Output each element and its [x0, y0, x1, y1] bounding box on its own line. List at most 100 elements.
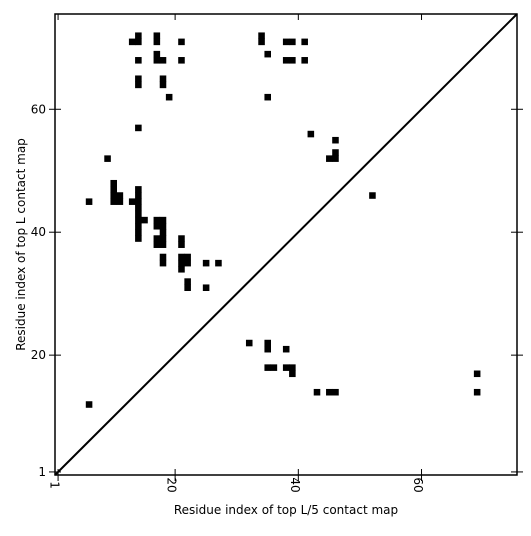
contact-cell	[332, 149, 339, 156]
contact-cell	[135, 192, 142, 199]
contact-cell	[159, 229, 167, 236]
contact-cell	[135, 81, 142, 89]
contact-cell	[165, 93, 173, 101]
contact-cell	[110, 179, 117, 187]
contact-cell	[135, 38, 142, 46]
contact-cell	[135, 186, 142, 193]
contact-cell	[326, 388, 333, 396]
diagonal-line	[54, 13, 518, 476]
contact-cell	[258, 32, 265, 39]
contact-cell	[110, 186, 117, 193]
contact-cell	[332, 388, 339, 396]
y-tick-label: 60	[31, 102, 46, 116]
x-tick-label: 20	[165, 477, 179, 492]
contact-cell	[178, 38, 185, 46]
contact-cell	[289, 57, 296, 64]
contact-cell	[473, 370, 481, 378]
contact-cell	[313, 388, 321, 396]
contact-cell	[178, 241, 185, 248]
contact-cell	[135, 124, 142, 132]
contact-cell	[178, 253, 185, 261]
contact-cell	[178, 57, 185, 64]
contact-cell	[178, 266, 185, 273]
contact-cell	[104, 155, 111, 162]
contact-cell	[128, 198, 136, 205]
contact-cell	[85, 198, 93, 205]
contact-cell	[307, 130, 315, 138]
contact-cell	[184, 278, 191, 285]
contact-cell	[215, 259, 222, 267]
contact-cell	[282, 57, 290, 64]
contact-cells	[85, 32, 481, 408]
x-axis-label: Residue index of top L/5 contact map	[174, 503, 398, 517]
x-tick-label: 40	[288, 477, 302, 492]
contact-cell	[159, 57, 167, 64]
contact-cell	[159, 241, 167, 248]
contact-cell	[159, 235, 167, 242]
contact-cell	[178, 235, 185, 242]
y-tick-label: 40	[31, 225, 46, 239]
contact-cell	[184, 259, 191, 267]
contact-cell	[153, 32, 161, 39]
contact-cell	[326, 155, 333, 162]
contact-cell	[153, 222, 161, 230]
contact-cell	[135, 216, 142, 224]
contact-cell	[159, 216, 167, 224]
y-tick-label: 20	[31, 348, 46, 362]
y-axis-label: Residue index of top L contact map	[14, 138, 28, 351]
contact-cell	[135, 75, 142, 83]
contact-cell	[141, 216, 148, 224]
contact-cell	[135, 229, 142, 236]
contact-cell	[85, 401, 93, 408]
contact-cell	[264, 345, 271, 353]
contact-cell	[135, 198, 142, 205]
contact-cell	[282, 38, 290, 46]
contact-cell	[153, 50, 161, 58]
contact-cell	[289, 38, 296, 46]
contact-cell	[116, 198, 124, 205]
contact-cell	[159, 222, 167, 230]
contact-cell	[153, 235, 161, 242]
contact-cell	[153, 38, 161, 46]
contact-cell	[264, 339, 271, 347]
contact-cell	[135, 210, 142, 218]
contact-cell	[159, 81, 167, 89]
contact-cell	[473, 388, 481, 396]
contact-cell	[245, 339, 253, 347]
contact-cell	[135, 235, 142, 242]
contact-cell	[135, 57, 142, 64]
contact-cell	[264, 93, 271, 101]
contact-cell	[159, 253, 167, 261]
contact-cell	[301, 38, 308, 46]
contact-cell	[159, 75, 167, 83]
contact-cell	[202, 259, 210, 267]
y-tick-label: 1	[38, 465, 46, 479]
contact-cell	[332, 136, 339, 144]
contact-cell	[264, 50, 271, 58]
contact-cell	[178, 259, 185, 267]
contact-cell	[184, 253, 191, 261]
contact-cell	[289, 364, 296, 371]
contact-cell	[202, 284, 210, 291]
contact-cell	[116, 192, 124, 199]
x-tick-label: 60	[411, 477, 425, 492]
contact-cell	[135, 32, 142, 39]
contact-cell	[153, 216, 161, 224]
x-tick-label: 1	[48, 481, 62, 489]
contact-cell	[110, 192, 117, 199]
contact-cell	[264, 364, 271, 371]
contact-cell	[289, 370, 296, 378]
contact-cell	[282, 345, 290, 353]
contact-cell	[282, 364, 290, 371]
contact-cell	[135, 204, 142, 212]
contact-cell	[110, 198, 117, 205]
contact-cell	[159, 259, 167, 267]
contact-cell	[128, 38, 136, 46]
contact-cell	[332, 155, 339, 162]
contact-cell	[369, 192, 376, 199]
contact-cell	[153, 241, 161, 248]
contact-cell	[153, 57, 161, 64]
contact-cell	[270, 364, 278, 371]
